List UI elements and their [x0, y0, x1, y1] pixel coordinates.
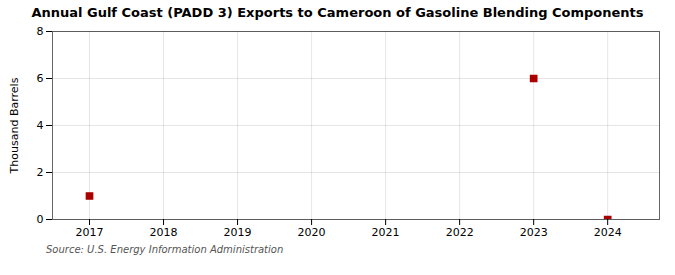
html-text:Source: U.S. Energy Informatio: Source: U.S. Energy Information Administ… [46, 244, 284, 255]
svg-text:2018: 2018 [150, 226, 178, 239]
html-text:Annual Gulf Coast (PADD 3) Exp: Annual Gulf Coast (PADD 3) Exports to Ca… [31, 5, 644, 20]
svg-text:2022: 2022 [446, 226, 474, 239]
svg-text:2017: 2017 [76, 226, 104, 239]
svg-text:2021: 2021 [372, 226, 400, 239]
svg-text:2020: 2020 [298, 226, 326, 239]
svg-text:0: 0 [37, 213, 44, 226]
svg-text:4: 4 [37, 119, 44, 132]
svg-text:6: 6 [37, 72, 44, 85]
svg-text:2023: 2023 [520, 226, 548, 239]
svg-text:2024: 2024 [594, 226, 622, 239]
svg-text:Thousand Barrels: Thousand Barrels [8, 77, 21, 174]
svg-text:2019: 2019 [224, 226, 252, 239]
svg-text:8: 8 [37, 25, 44, 38]
svg-text:2: 2 [37, 166, 44, 179]
